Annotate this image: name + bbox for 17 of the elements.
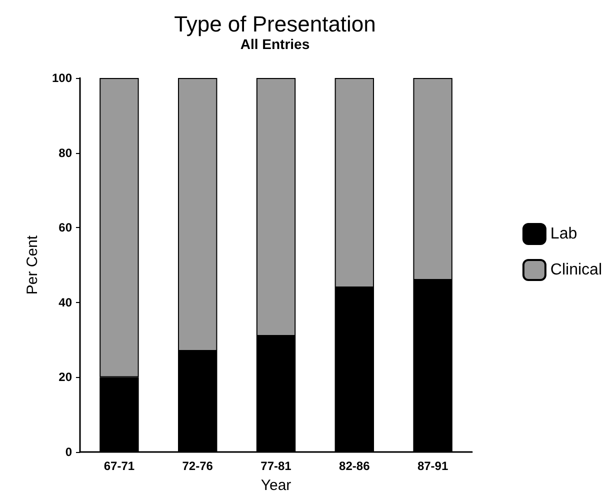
- y-axis-title: Per Cent: [24, 234, 41, 295]
- y-tick-label: 40: [58, 295, 72, 310]
- y-tick-label: 60: [58, 220, 72, 235]
- y-tick-label: 20: [58, 370, 72, 384]
- x-tick-label: 77-81: [260, 459, 292, 473]
- chart-title: Type of Presentation: [174, 12, 376, 36]
- legend-label: Lab: [550, 226, 578, 242]
- y-tick-label: 80: [58, 146, 72, 160]
- y-tick-label: 100: [52, 71, 72, 85]
- y-tick-label: 0: [65, 445, 72, 459]
- x-axis-title: Year: [260, 477, 292, 494]
- chart-subtitle: All Entries: [240, 36, 310, 52]
- x-tick-label: 72-76: [182, 459, 214, 473]
- x-tick-label: 87-91: [417, 459, 448, 473]
- x-tick-label: 82-86: [339, 459, 370, 473]
- legend-label: Clinical: [550, 262, 602, 278]
- x-tick-label: 67-71: [104, 459, 135, 473]
